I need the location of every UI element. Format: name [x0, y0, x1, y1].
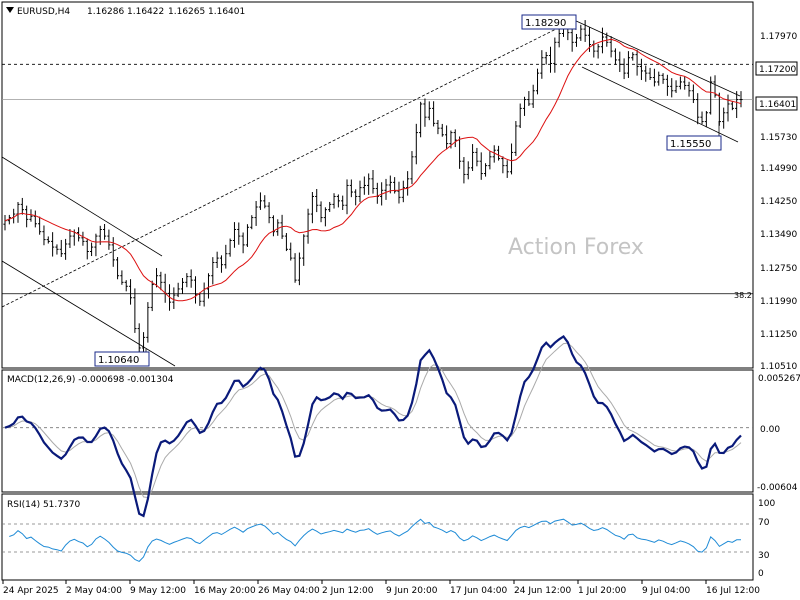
rsi-tick: 0 [758, 569, 764, 579]
x-tick-label: 9 Jul 04:00 [642, 586, 691, 596]
y-tick: 1.13490 [760, 230, 797, 240]
y-tick: 1.17970 [760, 32, 797, 42]
macd-tick: 0.00 [760, 425, 780, 435]
y-tick: 1.10510 [760, 362, 797, 372]
annotation-low: 1.10640 [98, 355, 139, 366]
annotation-mid: 1.15550 [670, 139, 711, 150]
x-tick-label: 2 May 04:00 [66, 586, 122, 596]
x-tick-label: 24 Apr 2025 [3, 586, 59, 596]
rsi-tick: 30 [758, 551, 770, 561]
current-price-box [755, 96, 798, 111]
y-tick: 1.12750 [760, 264, 797, 274]
rsi-tick: 70 [758, 518, 770, 528]
macd-tick: -0.00604 [757, 483, 798, 493]
y-tick: 1.14990 [760, 164, 797, 174]
rsi-label: RSI(14) 51.7370 [7, 500, 80, 510]
level-1720-label: 1.17200 [759, 65, 796, 75]
x-tick-label: 16 Jul 12:00 [706, 586, 760, 596]
y-tick: 1.14250 [760, 197, 797, 207]
x-tick-label: 24 Jun 12:00 [514, 586, 571, 596]
down-channel-lower [1, 260, 176, 367]
macd-line [4, 335, 742, 518]
x-tick-label: 26 May 04:00 [258, 586, 320, 596]
ohlc-close: 1.16401 [208, 7, 245, 17]
x-tick-label: 1 Jul 20:00 [578, 586, 627, 596]
ohlc-low: 1.16265 [168, 7, 205, 17]
y-tick: 1.11990 [760, 297, 797, 307]
macd-panel [1, 369, 754, 493]
current-price-label: 1.16401 [759, 100, 796, 110]
down-channel-upper-2 [573, 19, 741, 97]
x-tick-label: 17 Jun 04:00 [450, 586, 507, 596]
moving-average-line [4, 38, 742, 302]
watermark: Action Forex [508, 235, 644, 260]
y-tick: 1.15730 [760, 133, 797, 143]
down-channel-upper [1, 156, 163, 257]
x-tick-label: 2 Jun 12:00 [322, 586, 374, 596]
level-1720-box [755, 61, 798, 76]
macd-signal-line [4, 342, 742, 499]
x-tick-label: 9 Jun 20:00 [386, 586, 438, 596]
ohlc-open: 1.16286 [87, 7, 124, 17]
symbol-menu-icon[interactable] [6, 7, 14, 13]
fib-label: 38.2 [734, 291, 752, 300]
macd-tick: 0.005267 [758, 374, 800, 384]
rsi-line [9, 518, 741, 562]
annotation-high: 1.18290 [525, 18, 566, 29]
annotation-mid-box [666, 135, 722, 151]
symbol-label: EURUSD,H4 [17, 7, 70, 17]
y-tick: 1.11250 [760, 330, 797, 340]
macd-label: MACD(12,26,9) -0.000698 -0.001304 [7, 375, 174, 385]
x-tick-label: 9 May 12:00 [130, 586, 186, 596]
down-channel-lower-2 [581, 66, 739, 143]
x-tick-label: 16 May 20:00 [194, 586, 256, 596]
rsi-panel [1, 493, 754, 581]
rsi-tick: 100 [758, 499, 775, 509]
annotation-high-box [521, 14, 577, 30]
annotation-low-box [94, 351, 150, 367]
up-trendline [1, 18, 577, 308]
ohlc-high: 1.16422 [127, 7, 164, 17]
